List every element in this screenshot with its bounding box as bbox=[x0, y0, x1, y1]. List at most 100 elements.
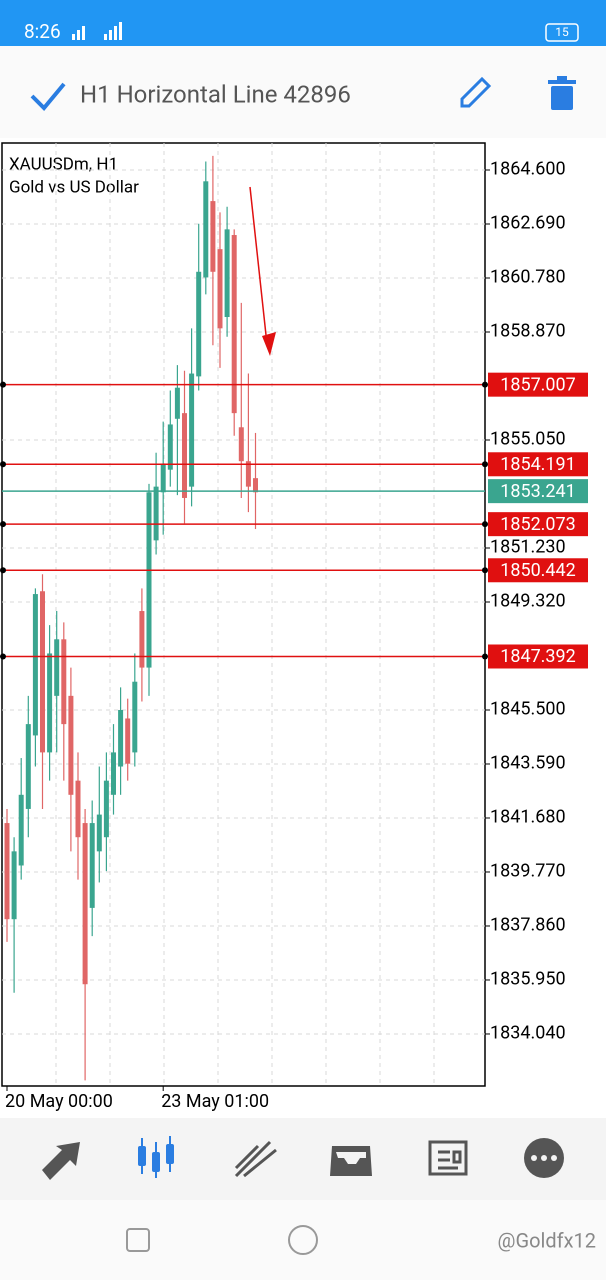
battery-level: 15 bbox=[555, 25, 569, 39]
candle-body bbox=[82, 823, 88, 985]
battery-icon bbox=[545, 23, 579, 42]
bottom-toolbar bbox=[0, 1118, 606, 1200]
level-handle bbox=[0, 521, 6, 528]
candle-body bbox=[167, 424, 173, 470]
candle-body bbox=[18, 794, 24, 866]
y-tick-label: 1849.320 bbox=[490, 591, 566, 612]
candle-body bbox=[11, 851, 17, 920]
level-handle bbox=[482, 381, 488, 388]
chat-tab[interactable] bbox=[524, 1138, 564, 1178]
candle-body bbox=[54, 639, 60, 696]
toolbar bbox=[0, 46, 606, 138]
x-tick-label: 20 May 00:00 bbox=[5, 1091, 113, 1112]
y-tick-label: 1837.860 bbox=[490, 915, 566, 936]
chart-frame bbox=[1, 142, 486, 1087]
mailbox-tab[interactable] bbox=[330, 1146, 372, 1176]
candle-body bbox=[217, 249, 223, 329]
candle-body bbox=[47, 653, 53, 753]
level-handle bbox=[0, 381, 6, 388]
y-tick-label: 1835.950 bbox=[490, 969, 566, 990]
candle-body bbox=[118, 709, 124, 767]
candle-body bbox=[210, 201, 216, 272]
candle-body bbox=[111, 752, 116, 795]
y-tick-label: 1843.590 bbox=[490, 753, 566, 774]
candle-body bbox=[68, 695, 74, 795]
candle-body bbox=[132, 681, 138, 753]
y-tick-label: 1855.050 bbox=[490, 429, 566, 450]
level-label: 1850.442 bbox=[500, 560, 576, 581]
confirm-button[interactable] bbox=[30, 82, 66, 111]
candle-body bbox=[146, 492, 152, 668]
y-tick-label: 1845.500 bbox=[490, 699, 566, 720]
delete-button[interactable] bbox=[548, 76, 576, 110]
clock: 8:26 bbox=[24, 20, 61, 43]
y-tick-label: 1858.870 bbox=[490, 321, 566, 342]
y-tick-label: 1834.040 bbox=[490, 1023, 566, 1044]
candle-body bbox=[238, 427, 244, 462]
grid bbox=[2, 143, 485, 1086]
symbol-description: Gold vs US Dollar bbox=[9, 177, 139, 197]
candle-body bbox=[139, 611, 145, 668]
candle-body bbox=[160, 464, 166, 493]
candle-body bbox=[61, 639, 67, 725]
status-bar bbox=[0, 0, 606, 46]
edit-button[interactable] bbox=[460, 76, 492, 108]
candle-body bbox=[32, 594, 38, 736]
toolbar-title: H1 Horizontal Line 42896 bbox=[80, 80, 351, 108]
level-label-box bbox=[488, 644, 588, 669]
candle-body bbox=[203, 181, 209, 278]
level-handle bbox=[482, 653, 488, 660]
y-tick-label: 1839.770 bbox=[490, 861, 566, 882]
y-tick-label: 1851.230 bbox=[490, 537, 566, 558]
recents-button[interactable] bbox=[126, 1228, 150, 1252]
y-tick-label: 1860.780 bbox=[490, 267, 566, 288]
price-axis: 1864.600 1862.690 1860.780 1858.870 1855.050… bbox=[5, 159, 566, 1112]
watermark: @Goldfx12 bbox=[498, 1228, 597, 1252]
level-handle bbox=[482, 521, 488, 528]
trade-history-tab[interactable] bbox=[234, 1140, 277, 1178]
x-tick-label: 23 May 01:00 bbox=[161, 1091, 269, 1112]
level-label-box bbox=[488, 452, 588, 477]
level-label: 1852.073 bbox=[500, 514, 576, 535]
chart-tab[interactable] bbox=[138, 1136, 174, 1178]
level-label-box bbox=[488, 372, 588, 397]
level-handle bbox=[0, 461, 6, 468]
level-label: 1857.007 bbox=[500, 374, 576, 395]
symbol-label: XAUUSDm, H1 bbox=[9, 154, 118, 174]
signal-icons bbox=[72, 22, 122, 40]
candle-body bbox=[231, 235, 237, 414]
level-label: 1854.191 bbox=[500, 454, 576, 475]
level-label-box bbox=[488, 512, 588, 537]
candle-body bbox=[196, 271, 202, 377]
candle-body bbox=[125, 718, 131, 764]
candle-body bbox=[96, 814, 102, 852]
y-tick-label: 1841.680 bbox=[490, 807, 566, 828]
drawn-arrow bbox=[249, 186, 276, 356]
candle-body bbox=[189, 373, 195, 487]
news-tab[interactable] bbox=[428, 1140, 468, 1176]
candle-body bbox=[103, 780, 109, 838]
candle-body bbox=[75, 780, 81, 838]
current-price-label: 1853.241 bbox=[500, 481, 576, 502]
candle-body bbox=[182, 413, 187, 498]
candle-body bbox=[89, 823, 95, 908]
level-label: 1847.392 bbox=[500, 646, 576, 667]
trade-tab[interactable] bbox=[42, 1142, 80, 1180]
candle-body bbox=[224, 229, 230, 318]
y-tick-label: 1864.600 bbox=[490, 159, 566, 180]
candle-body bbox=[245, 461, 251, 487]
candles bbox=[4, 155, 258, 1081]
nav-bar bbox=[0, 1200, 606, 1280]
level-handle bbox=[482, 567, 488, 574]
level-handle bbox=[482, 461, 488, 468]
candle-body bbox=[174, 387, 180, 419]
home-button[interactable] bbox=[288, 1225, 318, 1255]
y-tick-label: 1862.690 bbox=[490, 213, 566, 234]
candle-body bbox=[25, 724, 31, 809]
level-handle bbox=[0, 653, 6, 660]
candle-body bbox=[153, 486, 159, 541]
level-label-box bbox=[488, 558, 588, 583]
candle-body bbox=[253, 478, 258, 493]
